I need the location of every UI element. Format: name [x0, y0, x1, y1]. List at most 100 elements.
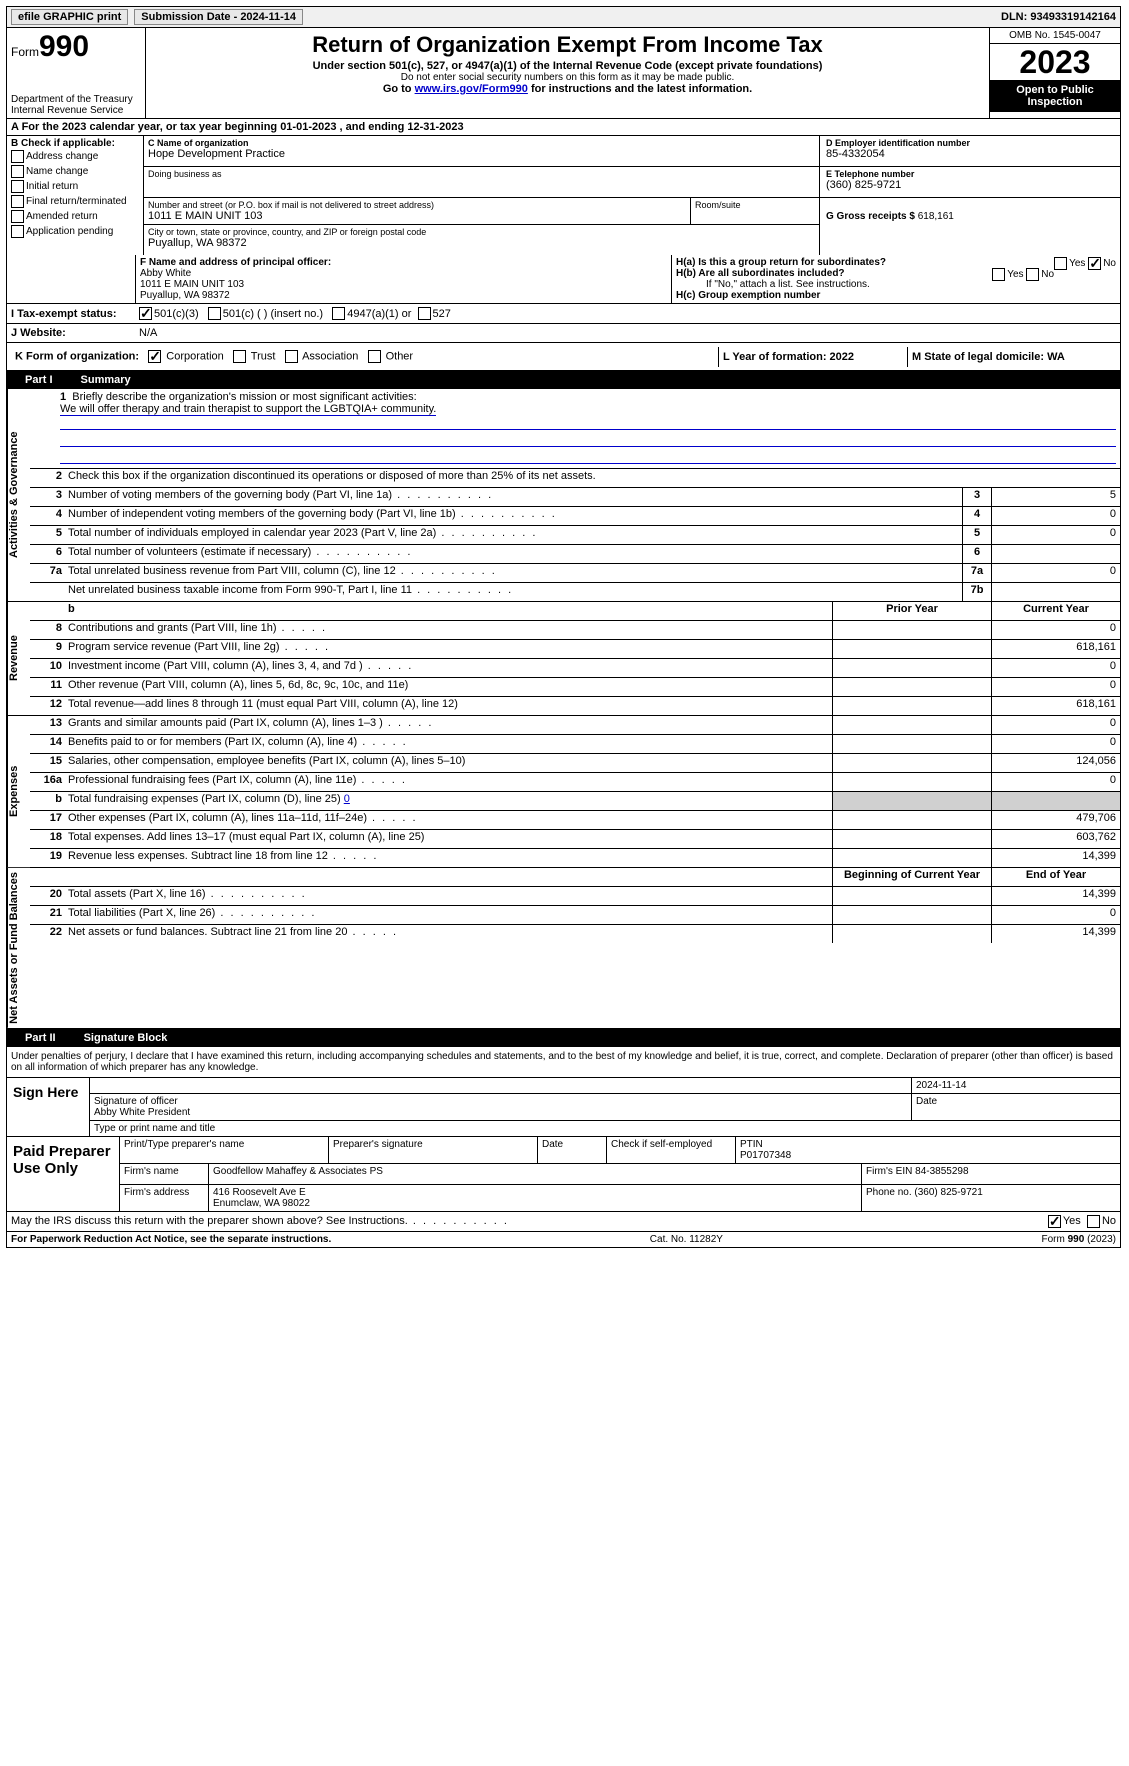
org-name: Hope Development Practice	[148, 148, 815, 160]
opt-assoc: Association	[302, 350, 358, 362]
irs-link[interactable]: www.irs.gov/Form990	[415, 83, 528, 95]
checkbox-final-return[interactable]	[11, 195, 24, 208]
goto-prefix: Go to	[383, 83, 415, 95]
hb-yes-checkbox[interactable]	[992, 268, 1005, 281]
opt-name-change: Name change	[26, 166, 88, 177]
discuss-yes: Yes	[1063, 1215, 1081, 1227]
opt-501c: 501(c) ( ) (insert no.)	[223, 308, 323, 320]
corp-checkbox[interactable]	[148, 350, 161, 363]
ha-no-checkbox[interactable]	[1088, 257, 1101, 270]
l7a: Total unrelated business revenue from Pa…	[66, 564, 962, 582]
hb-no-checkbox[interactable]	[1026, 268, 1039, 281]
l6: Total number of volunteers (estimate if …	[66, 545, 962, 563]
telephone: (360) 825-9721	[826, 179, 1114, 191]
501c3-checkbox[interactable]	[139, 307, 152, 320]
line-a: A For the 2023 calendar year, or tax yea…	[6, 119, 1121, 136]
l16b-val: 0	[344, 793, 350, 805]
checkbox-amended-return[interactable]	[11, 210, 24, 223]
ha-yes-checkbox[interactable]	[1054, 257, 1067, 270]
header-info-grid: B Check if applicable: Address change Na…	[6, 136, 1121, 255]
form-title: Return of Organization Exempt From Incom…	[150, 32, 985, 58]
website-row: J Website: N/A	[6, 324, 1121, 343]
officer-sig-name: Abby White President	[94, 1107, 190, 1118]
hb-label: H(b) Are all subordinates included?	[676, 268, 845, 279]
form-header: Form990 Department of the Treasury Inter…	[6, 28, 1121, 119]
website-value: N/A	[139, 327, 157, 339]
checkbox-address-change[interactable]	[11, 150, 24, 163]
footer-right: 990	[1068, 1234, 1085, 1245]
sign-date: 2024-11-14	[912, 1078, 1120, 1093]
v7a: 0	[991, 564, 1120, 582]
opt-other: Other	[386, 350, 414, 362]
current-year-hdr: Current Year	[991, 602, 1120, 620]
telephone-label: E Telephone number	[826, 169, 914, 179]
mission-text: We will offer therapy and train therapis…	[60, 403, 436, 416]
prep-name-label: Print/Type preparer's name	[120, 1137, 329, 1163]
efile-button[interactable]: efile GRAPHIC print	[11, 9, 128, 25]
section-revenue: Revenue bPrior YearCurrent Year 8Contrib…	[6, 602, 1121, 716]
firm-ein-label: Firm's EIN	[866, 1166, 912, 1177]
form-subtitle: Under section 501(c), 527, or 4947(a)(1)…	[150, 60, 985, 72]
c22: 14,399	[991, 925, 1120, 943]
c10: 0	[991, 659, 1120, 677]
form-org-label: K Form of organization:	[15, 350, 139, 362]
l16b: Total fundraising expenses (Part IX, col…	[68, 793, 344, 805]
firm-addr1: 416 Roosevelt Ave E	[213, 1187, 306, 1198]
address: 1011 E MAIN UNIT 103	[148, 210, 686, 222]
opt-4947: 4947(a)(1) or	[347, 308, 411, 320]
checkbox-initial-return[interactable]	[11, 180, 24, 193]
tax-year: 2023	[990, 44, 1120, 80]
501c-checkbox[interactable]	[208, 307, 221, 320]
part2-label: Part II	[17, 1032, 64, 1044]
v7b	[991, 583, 1120, 601]
discuss-yes-checkbox[interactable]	[1048, 1215, 1061, 1228]
trust-checkbox[interactable]	[233, 350, 246, 363]
l5: Total number of individuals employed in …	[66, 526, 962, 544]
dba-label: Doing business as	[148, 169, 815, 179]
discuss-no-checkbox[interactable]	[1087, 1215, 1100, 1228]
l14: Benefits paid to or for members (Part IX…	[66, 735, 832, 753]
assoc-checkbox[interactable]	[285, 350, 298, 363]
ptin-label: PTIN	[740, 1139, 763, 1150]
opt-trust: Trust	[251, 350, 276, 362]
opt-final-return: Final return/terminated	[26, 196, 127, 207]
goto-suffix: for instructions and the latest informat…	[528, 83, 752, 95]
other-checkbox[interactable]	[368, 350, 381, 363]
irs-discuss-row: May the IRS discuss this return with the…	[6, 1212, 1121, 1232]
l18: Total expenses. Add lines 13–17 (must eq…	[66, 830, 832, 848]
sign-here-label: Sign Here	[7, 1078, 90, 1136]
submission-date-button[interactable]: Submission Date - 2024-11-14	[134, 9, 303, 25]
l20: Total assets (Part X, line 16)	[66, 887, 832, 905]
tab-expenses: Expenses	[7, 716, 30, 867]
dept-treasury: Department of the Treasury	[11, 94, 141, 105]
hc-label: H(c) Group exemption number	[676, 290, 820, 301]
c16a: 0	[991, 773, 1120, 791]
yes-label2: Yes	[1007, 269, 1023, 280]
checkbox-app-pending[interactable]	[11, 225, 24, 238]
c20: 14,399	[991, 887, 1120, 905]
footer-left: For Paperwork Reduction Act Notice, see …	[11, 1234, 331, 1245]
checkbox-name-change[interactable]	[11, 165, 24, 178]
firm-phone: (360) 825-9721	[914, 1187, 982, 1198]
c21: 0	[991, 906, 1120, 924]
open-inspection: Open to Public Inspection	[990, 80, 1120, 112]
sig-officer-label: Signature of officer	[94, 1096, 178, 1107]
l4: Number of independent voting members of …	[66, 507, 962, 525]
no-label: No	[1103, 258, 1116, 269]
box-b: B Check if applicable: Address change Na…	[7, 136, 144, 255]
tab-net-assets: Net Assets or Fund Balances	[7, 868, 30, 1028]
no-label2: No	[1041, 269, 1054, 280]
section-governance: Activities & Governance 1 Briefly descri…	[6, 389, 1121, 602]
l15: Salaries, other compensation, employee b…	[66, 754, 832, 772]
527-checkbox[interactable]	[418, 307, 431, 320]
opt-501c3: 501(c)(3)	[154, 308, 199, 320]
firm-addr-label: Firm's address	[120, 1185, 209, 1211]
ssn-note: Do not enter social security numbers on …	[150, 72, 985, 83]
4947-checkbox[interactable]	[332, 307, 345, 320]
box-c: C Name of organization Hope Development …	[144, 136, 819, 255]
dept-irs: Internal Revenue Service	[11, 105, 141, 116]
opt-address-change: Address change	[26, 151, 98, 162]
firm-phone-label: Phone no.	[866, 1187, 912, 1198]
tab-governance: Activities & Governance	[7, 389, 30, 601]
firm-addr2: Enumclaw, WA 98022	[213, 1198, 310, 1209]
